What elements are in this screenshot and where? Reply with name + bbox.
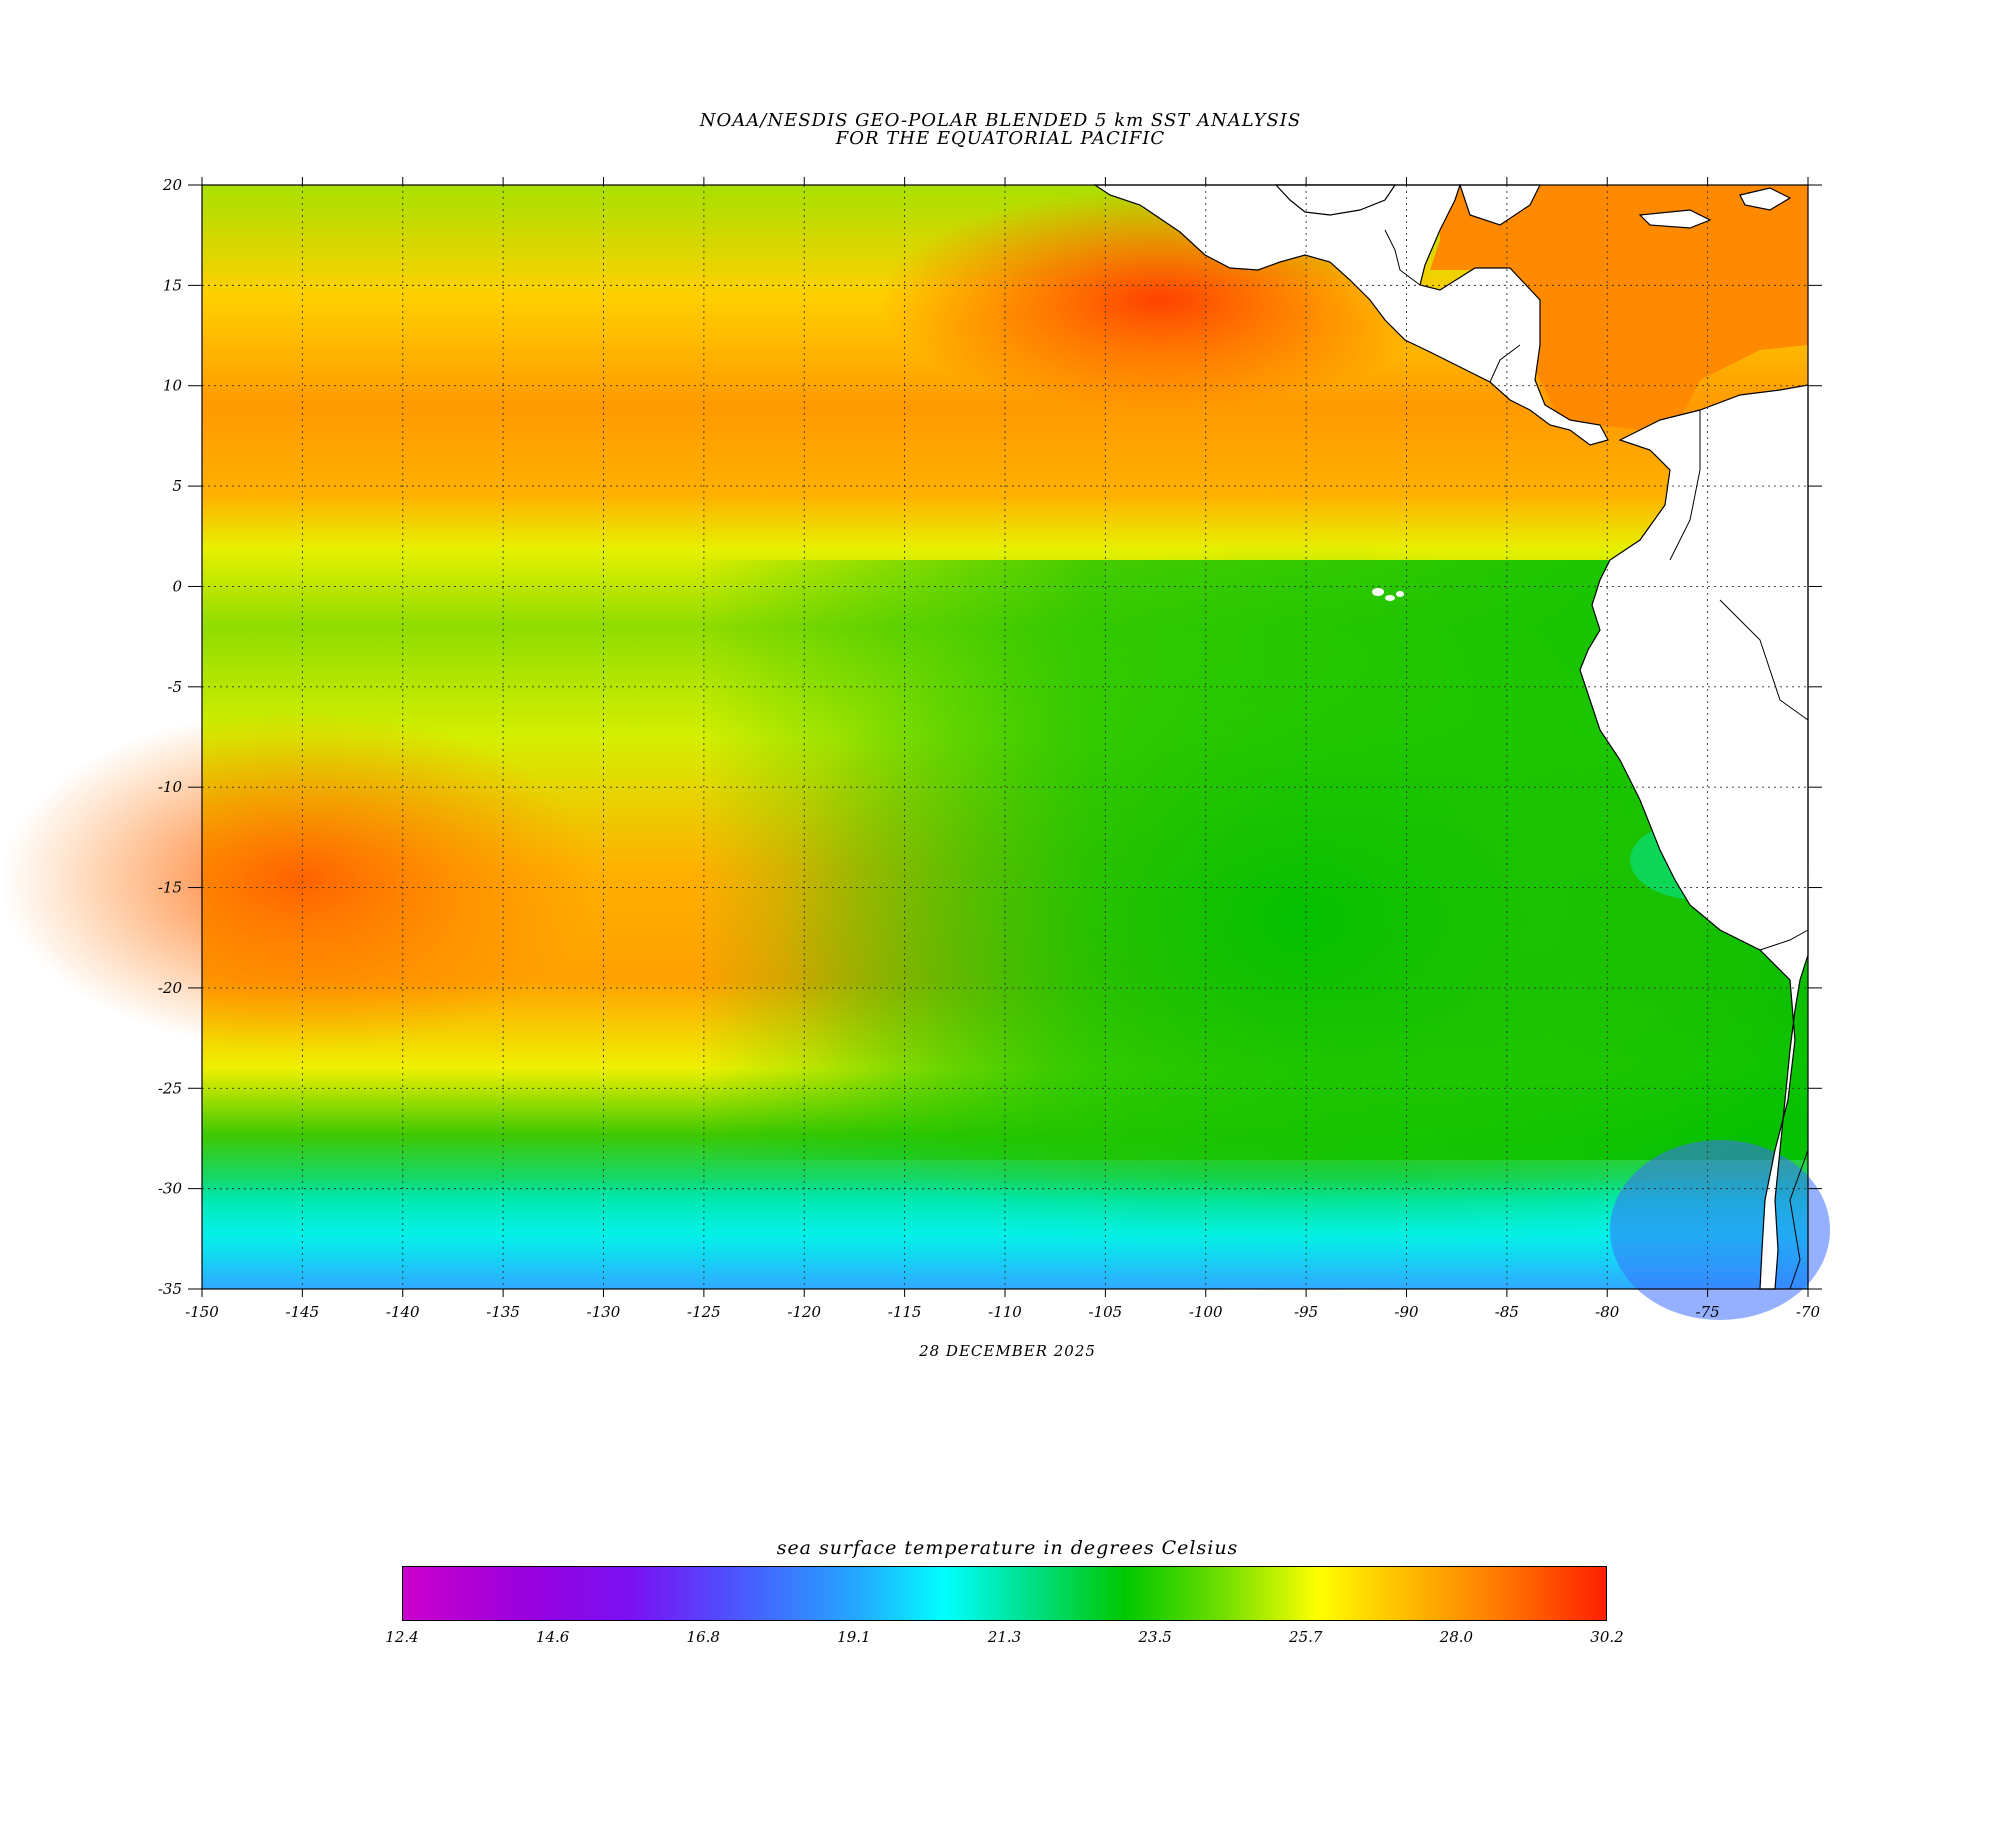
lat-tick-label: -30 [158,1180,183,1198]
sst-cool-region [780,540,1820,1300]
colorbar-tick-label: 25.7 [1289,1628,1323,1646]
colorbar-tick-label: 14.6 [535,1628,570,1646]
analysis-date: 28 DECEMBER 2025 [919,1342,1096,1360]
sst-cold-south [202,1180,1808,1289]
lat-tick-label: -5 [167,678,182,696]
lon-tick-label: -85 [1495,1303,1519,1321]
map-title-line1: NOAA/NESDIS GEO-POLAR BLENDED 5 km SST A… [699,110,1302,131]
lon-tick-label: -150 [185,1303,219,1321]
lat-tick-label: 15 [163,276,182,294]
sst-field [0,185,1830,1320]
country-borders [1384,229,1809,1290]
land-hispaniola [1739,187,1792,211]
lon-tick-label: -100 [1189,1303,1223,1321]
sst-warm-pool-south [0,710,600,1050]
colorbar-tick-label: 12.4 [385,1628,419,1646]
lon-tick-label: -70 [1796,1303,1821,1321]
axis-ticks [188,177,1822,1297]
land-cuba [1638,209,1712,229]
axis-labels: -150 -145 -140 -135 -130 -125 -120 -115 -110 -105… [158,176,1821,1321]
lat-tick-label: 5 [172,477,182,495]
colorbar-tick-label: 30.2 [1590,1628,1624,1646]
lat-tick-label: -10 [158,778,183,796]
lon-tick-label: -110 [988,1303,1022,1321]
lon-tick-label: -120 [787,1303,821,1321]
lat-tick-label: -35 [158,1280,182,1298]
lat-tick-label: 10 [163,377,183,395]
lon-tick-label: -105 [1089,1303,1123,1321]
land [1093,184,1809,1290]
lon-tick-label: -130 [587,1303,621,1321]
map-grid [202,185,1808,1289]
colorbar-tick-label: 21.3 [987,1628,1022,1646]
colorbar [402,1566,1607,1621]
land-south-america [1579,384,1809,1290]
lon-tick-label: -135 [486,1303,520,1321]
map-title-line2: FOR THE EQUATORIAL PACIFIC [835,128,1166,149]
sst-caribbean [1430,185,1808,430]
lon-tick-label: -95 [1294,1303,1318,1321]
lat-tick-label: -15 [158,879,182,897]
colorbar-tick-label: 16.8 [686,1628,720,1646]
colorbar-tick-label: 19.1 [837,1628,871,1646]
lon-tick-label: -75 [1696,1303,1720,1321]
land-mexico-central-america [1093,184,1609,446]
land-galapagos [1372,588,1404,601]
sst-upwelling-chile [1610,1140,1830,1320]
lon-tick-label: -90 [1394,1303,1419,1321]
lon-tick-label: -125 [687,1303,721,1321]
colorbar-title: sea surface temperature in degrees Celsi… [776,1537,1239,1559]
colorbar-tick-label: 28.0 [1439,1628,1474,1646]
lat-tick-label: -20 [158,979,183,997]
lat-tick-label: 20 [162,176,183,194]
lon-tick-label: -140 [386,1303,420,1321]
lon-tick-label: -145 [286,1303,320,1321]
lat-tick-label: -25 [158,1079,182,1097]
lon-tick-label: -115 [888,1303,922,1321]
lat-tick-label: 0 [172,577,182,595]
colorbar-tick-label: 23.5 [1138,1628,1172,1646]
lon-tick-label: -80 [1595,1303,1620,1321]
